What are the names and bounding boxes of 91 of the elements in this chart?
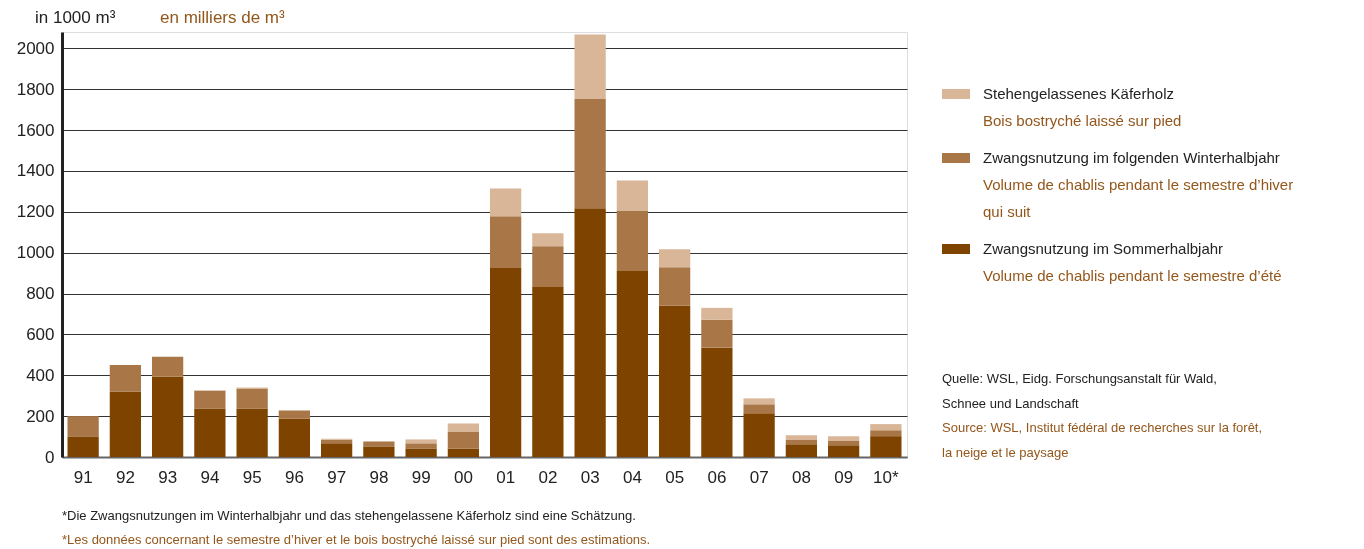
bar [363, 441, 395, 447]
x-tick-label: 97 [327, 467, 347, 487]
y-tick-label: 400 [26, 365, 55, 385]
bar [827, 436, 860, 442]
legend-label: Stehengelassenes Käferholz Bois bostryché laissé sur pied [983, 85, 1182, 129]
bar [489, 216, 522, 268]
y-tick-label: 1000 [16, 243, 55, 263]
bar [405, 439, 437, 444]
y-tick-label: 1200 [16, 202, 55, 222]
bar [785, 444, 818, 457]
x-tick-label: 99 [411, 467, 431, 487]
bar [827, 445, 860, 457]
bar [363, 446, 395, 457]
bar [278, 410, 311, 419]
source-note: Quelle: WSL, Eidg. Forschungsanstalt für Wald, Schnee und Landschaft [942, 371, 1217, 411]
bar [109, 391, 142, 457]
bar [489, 268, 522, 457]
x-tick-label: 07 [749, 467, 769, 487]
bar [236, 388, 268, 409]
y-tick-label: 600 [26, 324, 55, 344]
legend-label: Zwangsnutzung im folgenden Winterhalbjahr Volume de chablis pendant le semestre d’hiver qui suit [983, 149, 1294, 220]
bar [109, 365, 142, 392]
x-tick-label: 09 [834, 467, 854, 487]
x-tick-label: 94 [200, 467, 220, 487]
x-tick-label: 92 [115, 467, 135, 487]
bar [405, 443, 437, 449]
x-tick-label: 08 [791, 467, 811, 487]
bar [447, 431, 480, 449]
bar [574, 34, 606, 100]
x-tick-label: 10* [873, 467, 900, 487]
bar [743, 398, 775, 405]
bar [574, 208, 606, 457]
bar [67, 436, 99, 457]
bar [67, 416, 99, 437]
y-tick-label: 1400 [16, 161, 55, 181]
bar [785, 440, 818, 445]
y-tick-label: 2000 [16, 38, 55, 58]
bar [701, 347, 733, 457]
bar [616, 180, 649, 211]
text: *Les données concernant le semestre d’hiver et le bois bostryché laissé sur pied sont des estimations. [62, 532, 651, 547]
bar [489, 188, 522, 217]
bar [405, 448, 437, 457]
x-tick-label: 98 [369, 467, 389, 487]
x-tick-label: 91 [73, 467, 93, 487]
bar [574, 99, 606, 209]
bar [532, 287, 564, 457]
bar [278, 418, 311, 457]
x-tick-label: 96 [284, 467, 304, 487]
legend-label: Zwangsnutzung im Sommerhalbjahr Volume de chablis pendant le semestre d’été [983, 240, 1282, 284]
bar [658, 249, 691, 268]
bar [658, 305, 691, 457]
bar [743, 404, 775, 414]
bar [194, 408, 226, 457]
bar [616, 271, 649, 457]
bar [194, 390, 226, 409]
x-tick-label: 06 [707, 467, 727, 487]
bar [743, 413, 775, 457]
x-tick-label: 95 [242, 467, 262, 487]
chart-title: in 1000 m³ [35, 8, 116, 27]
chart-subtitle: en milliers de m³ [160, 8, 286, 27]
bar [447, 423, 480, 432]
y-tick-label: 0 [45, 447, 55, 467]
bar [701, 307, 733, 320]
bar [785, 435, 818, 441]
x-tick-label: 05 [665, 467, 685, 487]
bar [658, 267, 691, 306]
y-tick-label: 1600 [16, 120, 55, 140]
bar [532, 246, 564, 287]
x-tick-label: 00 [453, 467, 473, 487]
bar [320, 443, 353, 457]
bar [701, 319, 733, 348]
bar [447, 448, 480, 457]
bar [151, 376, 184, 457]
bar [827, 441, 860, 446]
x-tick-label: 01 [496, 467, 516, 487]
y-tick-label: 1800 [16, 79, 55, 99]
bar [870, 436, 902, 457]
x-tick-label: 02 [538, 467, 558, 487]
x-tick-label: 93 [158, 467, 178, 487]
text: *Die Zwangsnutzungen im Winterhalbjahr und das stehengelassene Käferholz sind eine Schätzung. [62, 508, 636, 523]
bar [151, 356, 184, 377]
source-note: Source: WSL, Institut fédéral de recherches sur la forêt, la neige et le paysage [942, 420, 1263, 460]
x-tick-label: 03 [580, 467, 600, 487]
bar [236, 408, 268, 457]
x-tick-label: 04 [622, 467, 642, 487]
y-tick-label: 200 [26, 406, 55, 426]
bar [616, 210, 649, 272]
bar [870, 424, 902, 431]
bar [870, 430, 902, 437]
bar [532, 233, 564, 247]
y-tick-label: 800 [26, 284, 55, 304]
